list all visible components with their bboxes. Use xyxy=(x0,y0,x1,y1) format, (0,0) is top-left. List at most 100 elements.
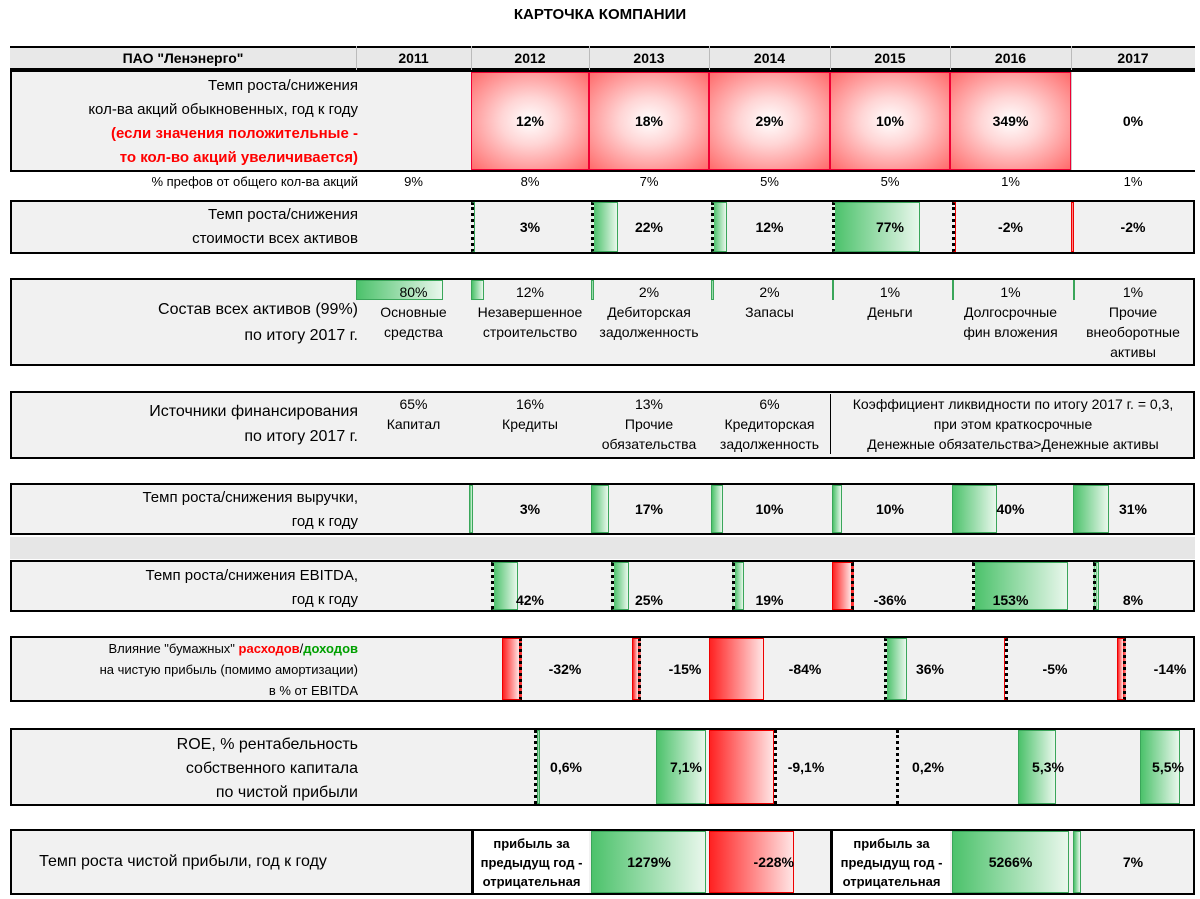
roe-value-2016: 5,3% xyxy=(1032,759,1064,775)
prefs-2011: 9% xyxy=(404,174,423,189)
revenue-bar-2015 xyxy=(832,485,842,533)
shares-box-2014 xyxy=(709,72,830,170)
paper-value-2017: -14% xyxy=(1153,661,1187,677)
assets-value-2012: 3% xyxy=(519,219,541,235)
header-separator xyxy=(1071,46,1072,70)
asset-bar-construction xyxy=(471,280,484,300)
paper-bar-2016 xyxy=(1004,638,1008,700)
assets-bar-2013 xyxy=(591,202,618,252)
header-separator xyxy=(471,46,472,70)
shares-value-2015: 10% xyxy=(875,113,905,129)
assets-bar-2017 xyxy=(1071,202,1074,252)
roe-axis-2014 xyxy=(774,730,777,804)
revenue-growth-label: Темп роста/снижения выручки, год к году xyxy=(142,489,358,530)
asset-item-construction: 12% Незавершенное строительство xyxy=(477,284,583,340)
roe-axis-2015 xyxy=(896,730,899,804)
row-spacer xyxy=(10,537,1195,559)
ebitda-bar-2014 xyxy=(732,562,744,610)
revenue-bar-2012 xyxy=(469,485,473,533)
funding-label: Источники финансирования по итогу 2017 г… xyxy=(149,403,358,445)
roe-bar-2014 xyxy=(709,730,774,804)
revenue-value-2013: 17% xyxy=(634,501,664,517)
asset-bar-fixed xyxy=(356,280,443,300)
paper-value-2012: -32% xyxy=(548,661,582,677)
roe-row xyxy=(10,728,1195,806)
roe-axis-2012 xyxy=(534,730,537,804)
prefs-2013: 7% xyxy=(639,174,659,189)
header-separator xyxy=(830,46,831,70)
shares-box-2012 xyxy=(471,72,589,170)
shares-box-2017 xyxy=(1071,72,1195,170)
asset-bar-receivables xyxy=(591,280,594,300)
shares-box-2013 xyxy=(589,72,709,170)
assets-bar-2016 xyxy=(952,202,956,252)
revenue-value-2012: 3% xyxy=(519,501,541,517)
ebitda-value-2015: -36% xyxy=(873,592,907,608)
revenue-value-2017: 31% xyxy=(1118,501,1148,517)
ebitda-bar-2017 xyxy=(1093,562,1099,610)
prefs-2016: 1% xyxy=(1001,174,1020,189)
assets-value-2014: 12% xyxy=(755,219,784,235)
net-profit-note-2015: прибыль за предыдущ год - отрицательная xyxy=(830,831,950,893)
asset-structure-row xyxy=(10,278,1195,366)
roe-value-2017: 5,5% xyxy=(1152,759,1184,775)
funding-row xyxy=(10,391,1195,459)
net-profit-bar-2013 xyxy=(591,831,706,893)
page-title: КАРТОЧКА КОМПАНИИ xyxy=(513,6,687,23)
roe-value-2014: -9,1% xyxy=(787,759,825,775)
net-profit-label: Темп роста чистой прибыли, год к году xyxy=(39,853,327,870)
ebitda-bar-2013 xyxy=(611,562,629,610)
roe-bar-2017 xyxy=(1140,730,1180,804)
asset-item-cash: 1% Деньги xyxy=(867,284,913,320)
ebitda-bar-2016 xyxy=(972,562,1068,610)
shares-growth-label: Темп роста/снижения кол-ва акций обыкнов… xyxy=(88,77,358,166)
roe-value-2015: 0,2% xyxy=(912,759,944,775)
paper-effect-label: Влияние "бумажных" расходов/доходов на ч… xyxy=(99,641,358,698)
asset-structure-label: Состав всех активов (99%) по итогу 2017 … xyxy=(158,301,358,344)
net-profit-value-2013: 1279% xyxy=(627,854,671,870)
ebitda-value-2013: 25% xyxy=(634,592,664,608)
roe-label: ROE, % рентабельность собственного капит… xyxy=(176,736,358,801)
year-2012: 2012 xyxy=(471,46,589,70)
net-profit-note-2012: прибыль за предыдущ год - отрицательная xyxy=(471,831,589,893)
revenue-bar-2013 xyxy=(591,485,609,533)
net-profit-value-2017: 7% xyxy=(1122,854,1144,870)
paper-bar-2013 xyxy=(632,638,641,700)
asset-bar-lt-investments xyxy=(952,280,954,300)
net-profit-bar-2014 xyxy=(709,831,794,893)
paper-bar-2015 xyxy=(884,638,907,700)
revenue-bar-2014 xyxy=(711,485,723,533)
ebitda-value-2014: 19% xyxy=(755,592,784,608)
paper-value-2015: 36% xyxy=(915,661,945,677)
net-profit-bar-2017 xyxy=(1073,831,1081,893)
header-separator xyxy=(589,46,590,70)
assets-value-2013: 22% xyxy=(634,219,664,235)
asset-bar-other xyxy=(1073,280,1075,300)
year-2017: 2017 xyxy=(1071,46,1195,70)
assets-bar-2015 xyxy=(832,202,920,252)
shares-value-2014: 29% xyxy=(755,113,784,129)
asset-item-fixed: 80% Основные средства xyxy=(380,284,447,340)
roe-bar-2013 xyxy=(656,730,706,804)
company-name: ПАО "Ленэнерго" xyxy=(10,46,356,70)
header-separator xyxy=(709,46,710,70)
shares-value-2012: 12% xyxy=(515,113,545,129)
assets-bar-2012 xyxy=(471,202,475,252)
liquidity-note: Коэффициент ликвидности по итогу 2017 г.… xyxy=(830,394,1195,454)
paper-value-2014: -84% xyxy=(788,661,822,677)
prefs-2014: 5% xyxy=(760,174,779,189)
revenue-value-2015: 10% xyxy=(875,501,905,517)
funding-item-equity: 65% Капитал xyxy=(386,396,441,432)
ebitda-value-2016: 153% xyxy=(992,592,1029,608)
roe-bar-2012 xyxy=(537,730,540,804)
revenue-value-2014: 10% xyxy=(755,501,784,517)
shares-box-2015 xyxy=(830,72,950,170)
assets-value-2016: -2% xyxy=(998,219,1023,235)
header-separator xyxy=(356,46,357,70)
asset-bar-inventory xyxy=(711,280,714,300)
revenue-bar-2017 xyxy=(1073,485,1109,533)
year-2013: 2013 xyxy=(589,46,709,70)
asset-bar-cash xyxy=(832,280,834,300)
net-profit-value-2016: 5266% xyxy=(988,854,1033,870)
ebitda-growth-label: Темп роста/снижения EBITDA, год к году xyxy=(145,567,359,608)
